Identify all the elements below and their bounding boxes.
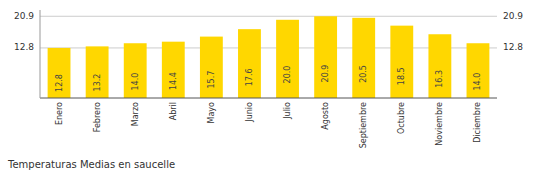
x-tick-label: Noviembre <box>435 102 444 146</box>
bar <box>467 43 490 98</box>
bar <box>124 43 147 98</box>
x-tick-label: Febrero <box>93 102 102 132</box>
data-label: 13.2 <box>93 74 102 92</box>
data-label: 18.5 <box>397 67 406 85</box>
data-label: 20.5 <box>359 65 368 83</box>
x-tick-label: Septiembre <box>359 102 368 148</box>
bar <box>428 34 451 98</box>
data-label: 20.0 <box>283 66 292 84</box>
y2-tick-label: 12.8 <box>503 42 523 52</box>
data-label: 14.4 <box>169 72 178 90</box>
bars <box>48 16 490 98</box>
y2-tick-label: 20.9 <box>503 11 523 21</box>
bar <box>276 20 299 98</box>
y-axis-line <box>40 10 41 98</box>
bar <box>238 29 261 98</box>
x-tick-label: Mayo <box>207 102 216 124</box>
x-tick-label: Enero <box>55 102 64 125</box>
data-label: 14.0 <box>473 73 482 91</box>
data-label: 16.3 <box>435 70 444 88</box>
data-label: 15.7 <box>207 71 216 89</box>
bar <box>314 16 337 98</box>
y-tick-label: 12.8 <box>14 42 34 52</box>
data-label: 20.9 <box>321 65 330 83</box>
x-tick-label: Diciembre <box>473 102 482 143</box>
x-tick-label: Agosto <box>321 102 330 130</box>
chart: 12.8 20.9 12.8 20.9 12.8 13.2 14.0 14.4 15.7 17.6… <box>0 0 537 174</box>
x-tick-label: Octubre <box>397 102 406 134</box>
data-label: 17.6 <box>245 68 254 86</box>
grid-line <box>40 16 497 17</box>
bar <box>162 42 185 98</box>
x-axis-line <box>40 98 497 99</box>
x-tick-label: Junio <box>245 102 254 123</box>
bar <box>352 18 375 98</box>
x-tick-label: Marzo <box>131 102 140 126</box>
title: Temperaturas Medias en saucelle <box>7 159 175 170</box>
bar <box>200 37 223 98</box>
bar <box>390 26 413 98</box>
bar <box>48 48 71 98</box>
data-label: 14.0 <box>131 73 140 91</box>
bar <box>86 46 109 98</box>
y-tick-label: 20.9 <box>14 11 34 21</box>
x-tick-label: Julio <box>283 102 292 120</box>
data-label: 12.8 <box>55 74 64 92</box>
x-tick-label: Abril <box>169 102 178 120</box>
